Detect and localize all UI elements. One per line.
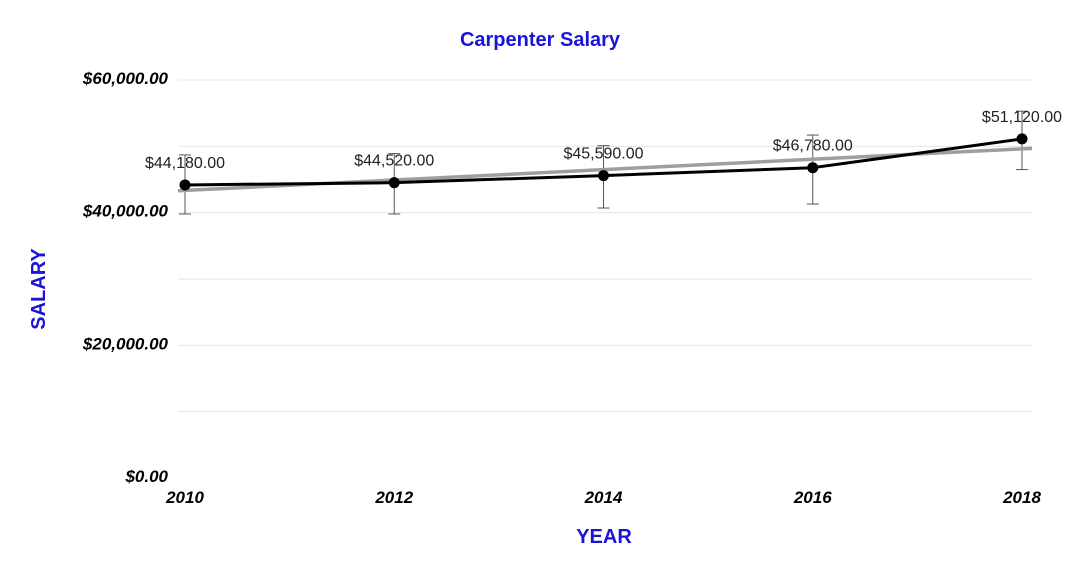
- y-tick-label: $60,000.00: [82, 69, 169, 88]
- data-labels: $44,180.00 $44,520.00 $45,590.00 $46,780.00…: [145, 109, 1062, 172]
- y-tick-label: $40,000.00: [82, 202, 169, 221]
- data-label: $46,780.00: [773, 138, 853, 155]
- data-point: [807, 162, 819, 174]
- x-tick-label: 2010: [165, 488, 204, 507]
- x-axis-ticks: 2010 2012 2014 2016 2018: [165, 488, 1041, 507]
- gridlines: [178, 79, 1032, 413]
- data-label: $51,120.00: [982, 109, 1062, 126]
- y-axis-title: SALARY: [28, 248, 50, 330]
- data-point: [1016, 133, 1028, 145]
- chart-title: Carpenter Salary: [460, 29, 621, 51]
- x-tick-label: 2014: [584, 488, 623, 507]
- series-salary: [179, 133, 1028, 191]
- data-label: $45,590.00: [563, 146, 643, 163]
- data-label: $44,520.00: [354, 153, 434, 170]
- y-tick-label: $20,000.00: [82, 334, 169, 353]
- x-tick-label: 2016: [793, 488, 832, 507]
- y-axis-ticks: $0.00 $20,000.00 $40,000.00 $60,000.00: [82, 69, 169, 486]
- x-axis-title: YEAR: [576, 526, 632, 548]
- data-point: [598, 170, 609, 182]
- x-tick-label: 2012: [374, 488, 413, 507]
- data-label: $44,180.00: [145, 155, 225, 172]
- data-point: [388, 177, 400, 189]
- x-tick-label: 2018: [1002, 488, 1041, 507]
- y-tick-label: $0.00: [124, 467, 168, 486]
- data-point: [179, 179, 191, 191]
